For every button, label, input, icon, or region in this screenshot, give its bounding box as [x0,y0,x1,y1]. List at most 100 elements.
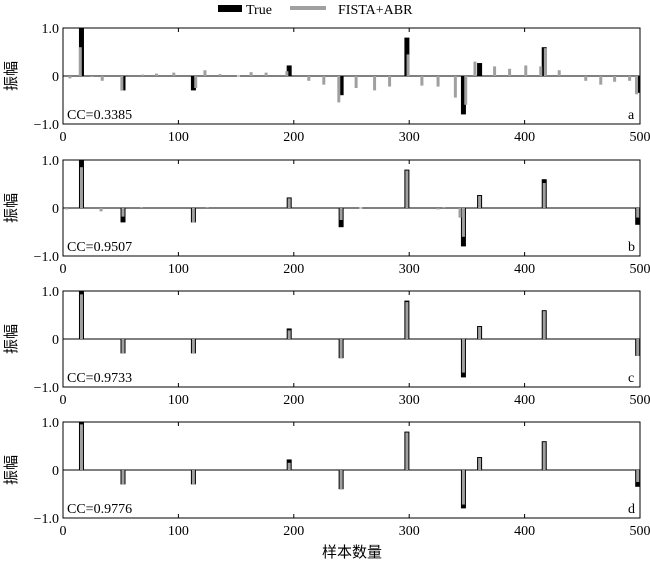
x-tick-label: 400 [514,130,535,145]
estimate-spike [192,470,195,484]
panel-label: c [628,371,634,386]
estimate-spike [478,458,481,470]
estimate-spike [493,66,496,76]
x-tick-label: 100 [168,130,189,145]
x-tick-label: 0 [60,393,67,408]
estimate-spike [307,76,310,81]
x-tick-label: 200 [283,393,304,408]
estimate-spike [373,76,376,90]
y-tick-label: 0 [52,202,59,217]
y-axis-label: 振幅 [3,61,20,91]
estimate-spike [462,208,465,237]
estimate-spike [407,54,410,76]
estimate-spike [285,71,288,76]
estimate-spike [442,207,445,208]
estimate-spike [322,76,325,85]
x-tick-label: 200 [283,524,304,539]
estimate-spike [543,183,546,208]
estimate-spike [288,198,291,208]
y-tick-label: 0 [52,70,59,85]
panel-label: a [628,108,635,123]
estimate-spike [80,294,83,339]
estimate-spike [288,330,291,339]
x-tick-label: 500 [630,130,650,145]
y-axis-label: 振幅 [3,193,20,223]
estimate-spike [100,208,103,211]
estimate-spike [192,208,195,222]
y-tick-label: −1.0 [34,250,59,265]
estimate-spike [462,470,465,505]
y-tick-label: −1.0 [34,118,59,133]
estimate-spike [524,65,527,76]
estimate-spike [237,76,240,77]
estimate-spike [543,442,546,470]
estimate-spike [122,470,125,484]
x-tick-label: 0 [60,262,67,277]
estimate-spike [155,74,158,76]
legend-swatch-true [218,5,242,12]
legend-swatch-estimate [290,6,326,10]
estimate-spike [194,76,197,88]
panel-label: d [628,502,635,517]
estimate-spike [359,208,362,209]
estimate-spike [203,70,206,76]
estimate-spike [265,73,268,76]
estimate-spike [462,339,465,373]
x-tick-label: 500 [630,262,650,277]
x-tick-label: 300 [399,262,420,277]
estimate-spike [437,208,440,209]
estimate-spike [340,339,343,358]
x-tick-label: 100 [168,393,189,408]
estimate-spike [120,76,123,90]
x-axis-label: 样本数量 [322,544,382,561]
estimate-spike [636,339,639,356]
estimate-spike [473,62,476,76]
estimate-spike [65,208,68,209]
estimate-spike [79,47,82,76]
estimate-spike [454,76,457,98]
x-tick-label: 200 [283,130,304,145]
estimate-spike [405,171,408,208]
estimate-spike [464,76,467,105]
estimate-spike [636,470,639,482]
estimate-spike [628,76,631,81]
y-tick-label: 0 [52,333,59,348]
cc-label: CC=0.9776 [67,502,132,517]
estimate-spike [250,72,253,76]
estimate-spike [543,311,546,339]
estimate-spike [340,208,343,220]
estimate-spike [613,76,616,82]
x-tick-label: 300 [399,524,420,539]
y-tick-label: 1.0 [42,416,60,431]
legend: True FISTA+ABR [218,3,413,18]
estimate-spike [599,76,602,85]
panel-label: b [628,240,635,255]
x-tick-label: 100 [168,262,189,277]
estimate-spike [90,76,93,77]
estimate-spike [478,327,481,339]
estimate-spike [478,196,481,208]
x-tick-label: 500 [630,524,650,539]
y-axis-label: 振幅 [3,324,20,354]
y-tick-label: 1.0 [42,154,60,169]
x-tick-label: 400 [514,393,535,408]
x-tick-label: 300 [399,130,420,145]
estimate-spike [218,74,221,76]
legend-label-true: True [246,3,272,18]
estimate-spike [405,302,408,339]
estimate-spike [508,69,511,76]
legend-label-estimate: FISTA+ABR [338,3,413,18]
true-spike [477,63,482,76]
estimate-spike [172,73,175,76]
y-axis-label: 振幅 [3,455,20,485]
x-tick-label: 400 [514,524,535,539]
estimate-spike [340,470,343,489]
y-tick-label: −1.0 [34,512,59,527]
estimate-spike [636,208,639,218]
estimate-spike [539,66,542,76]
